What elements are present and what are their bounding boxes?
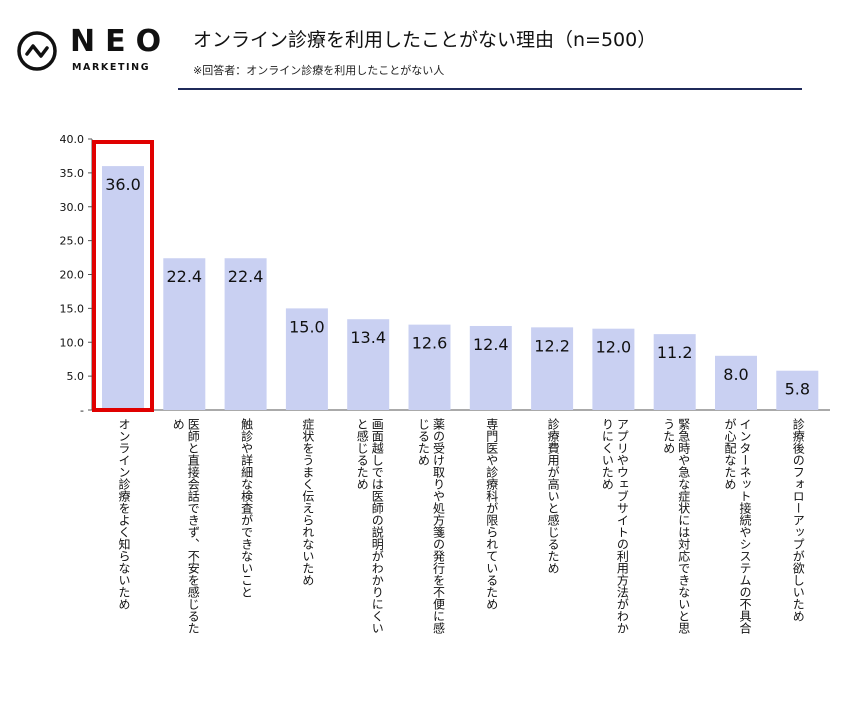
bar <box>285 308 328 410</box>
category-label: 触診や詳細な検査ができないこと <box>239 418 254 598</box>
data-label: 12.2 <box>534 336 570 355</box>
y-tick-label: - <box>80 404 84 417</box>
bar <box>347 319 390 410</box>
category-label: 薬の受け取りや処方箋の発行を不便に感 じるため <box>416 418 446 634</box>
category-label: 緊急時や急な症状には対応できないと思 うため <box>661 418 691 634</box>
logo-text: NEO <box>70 24 172 59</box>
data-label: 12.4 <box>473 335 509 354</box>
y-tick-label: 10.0 <box>60 336 85 349</box>
bar <box>163 258 206 410</box>
bar <box>531 327 574 410</box>
data-label: 15.0 <box>289 317 325 336</box>
category-label: 専門医や診療科が限られているため <box>484 418 499 610</box>
y-tick-label: 40.0 <box>60 133 85 146</box>
y-tick-label: 20.0 <box>60 269 85 282</box>
bar <box>715 355 757 410</box>
data-label: 13.4 <box>350 328 386 347</box>
y-tick-label: 30.0 <box>60 201 85 214</box>
bar <box>102 166 144 410</box>
y-tick-label: 15.0 <box>60 302 85 315</box>
data-label: 36.0 <box>105 175 141 194</box>
bar <box>776 370 819 410</box>
title-divider <box>178 88 802 90</box>
category-label: 医師と直接会話できず、不安を感じるた め <box>171 418 201 634</box>
bar <box>653 334 696 410</box>
highlight-frame <box>92 140 154 412</box>
chart-title: オンライン診療を利用したことがない理由（n=500） <box>193 29 657 51</box>
y-tick-label: 35.0 <box>60 167 85 180</box>
data-label: 11.2 <box>657 343 693 362</box>
category-label: アプリやウェブサイトの利用方法がわか りにくいため <box>600 418 630 634</box>
data-label: 22.4 <box>228 267 264 286</box>
data-label: 12.6 <box>412 334 448 353</box>
chart-subtitle: ※回答者：オンライン診療を利用したことがない人 <box>193 64 445 77</box>
category-label: オンライン診療をよく知らないため <box>117 418 131 610</box>
neo-logo-icon <box>17 31 57 71</box>
bar <box>224 258 267 410</box>
data-label: 5.8 <box>785 380 810 399</box>
data-label: 12.0 <box>596 338 632 357</box>
bar <box>592 328 635 410</box>
data-label: 8.0 <box>723 365 748 384</box>
bar <box>408 324 451 410</box>
bar <box>469 325 512 410</box>
data-label: 22.4 <box>166 267 202 286</box>
category-label: 画面越しでは医師の説明がわかりにくい と感じるため <box>355 418 385 634</box>
y-tick-label: 25.0 <box>60 235 85 248</box>
category-label: 症状をうまく伝えられないため <box>300 418 315 586</box>
category-label: 診療後のフォローアップが欲しいため <box>791 418 806 622</box>
logo-subtext: MARKETING <box>72 62 151 73</box>
category-label: インターネット接続やシステムの不具合 が心配なため <box>723 418 752 634</box>
category-label: 診療費用が高いと感じるため <box>546 418 561 574</box>
y-tick-label: 5.0 <box>67 370 85 383</box>
